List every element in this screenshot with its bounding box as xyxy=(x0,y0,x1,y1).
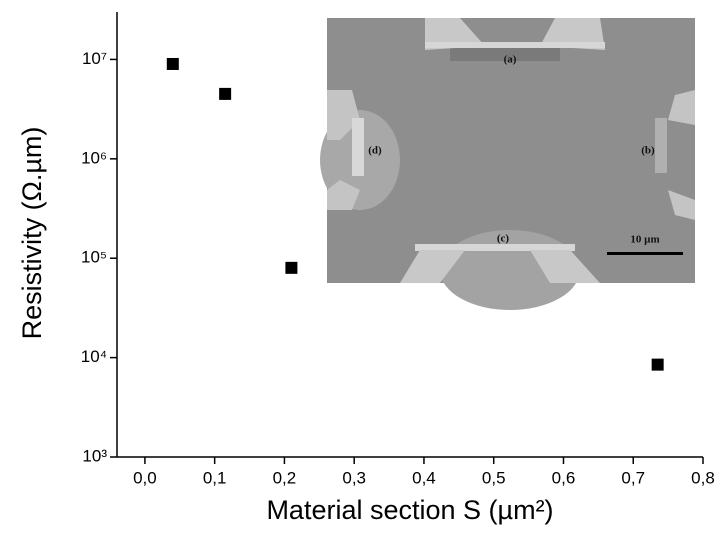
x-tick-label: 0,6 xyxy=(552,468,576,487)
inset-label: (a) xyxy=(504,54,517,66)
y-tick-label: 10³ xyxy=(82,446,107,465)
point xyxy=(651,358,664,371)
scale-bar-label: 10 µm xyxy=(630,234,659,246)
y-tick-label: 10⁷ xyxy=(82,49,107,68)
inset-label: (b) xyxy=(641,145,655,157)
y-axis-title: Resistivity (Ω.µm) xyxy=(17,127,47,340)
x-tick-label: 0,1 xyxy=(203,468,227,487)
x-axis-title: Material section S (µm²) xyxy=(266,495,553,525)
x-tick-label: 0,5 xyxy=(482,468,506,487)
point xyxy=(166,57,179,70)
y-tick-label: 10⁶ xyxy=(81,148,107,167)
x-tick-label: 0,3 xyxy=(342,468,366,487)
inset-label: (c) xyxy=(497,233,510,245)
inset-label: (d) xyxy=(368,145,382,157)
y-tick-label: 10⁵ xyxy=(81,248,107,267)
x-tick-label: 0,4 xyxy=(412,468,436,487)
y-tick-label: 10⁴ xyxy=(81,347,107,366)
x-tick-label: 0,8 xyxy=(691,468,715,487)
point xyxy=(285,261,298,274)
point xyxy=(219,87,232,100)
x-tick-label: 0,2 xyxy=(273,468,297,487)
x-tick-label: 0,7 xyxy=(621,468,645,487)
inset-image xyxy=(320,18,695,310)
x-tick-label: 0,0 xyxy=(133,468,157,487)
